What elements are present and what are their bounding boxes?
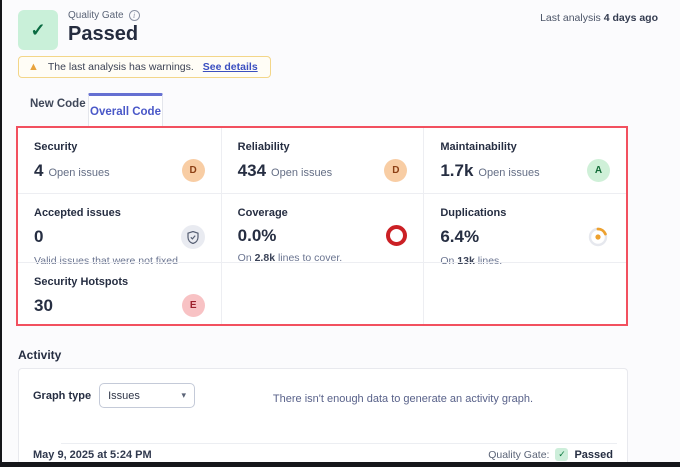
- last-analysis: Last analysis 4 days ago: [540, 12, 658, 24]
- metric-accepted-issues[interactable]: Accepted issues 0 Valid issues that were…: [18, 193, 221, 267]
- empty-cell: [220, 262, 424, 324]
- metric-value: 1.7k: [440, 160, 474, 180]
- shield-icon: [180, 225, 205, 249]
- activity-card: Graph type Issues ▾ There isn't enough d…: [18, 368, 628, 467]
- metric-note: On 13k lines.: [440, 255, 503, 267]
- passed-check-icon: ✓: [555, 448, 569, 461]
- tab-overall-code[interactable]: Overall Code: [88, 93, 163, 127]
- metric-unit: Open issues: [271, 166, 333, 179]
- quality-gate-status-icon: ✓: [18, 10, 58, 50]
- warning-banner: ▲ The last analysis has warnings. See de…: [18, 56, 271, 78]
- activity-entry-row[interactable]: May 9, 2025 at 5:24 PM Quality Gate: ✓ P…: [33, 448, 613, 461]
- activity-empty-message: There isn't enough data to generate an a…: [272, 393, 534, 405]
- graph-type-select[interactable]: Issues ▾: [99, 383, 196, 408]
- overall-code-metrics-panel: Security 4 Open issues D Reliability 434…: [16, 126, 628, 326]
- tab-new-code[interactable]: New Code: [30, 98, 86, 110]
- info-icon[interactable]: i: [128, 10, 140, 21]
- metric-value: 6.4%: [440, 227, 480, 246]
- graph-type-label: Graph type: [33, 389, 92, 402]
- metric-note: On 2.8k lines to cover.: [237, 252, 343, 264]
- warning-icon: ▲: [28, 60, 39, 73]
- entry-quality-gate-status: Passed: [574, 448, 613, 461]
- duplication-donut-icon: [586, 225, 610, 249]
- entry-quality-gate-label: Quality Gate:: [488, 448, 550, 461]
- metric-label: Security: [34, 141, 78, 153]
- rating-badge-security: D: [181, 159, 205, 182]
- rating-badge-security-hotspots: E: [181, 294, 205, 317]
- empty-cell: [423, 262, 626, 324]
- metric-label: Security Hotspots: [34, 276, 129, 288]
- activity-entry-date: May 9, 2025 at 5:24 PM: [33, 448, 152, 461]
- divider: [61, 443, 617, 444]
- screenshot-bottom-edge: [0, 462, 680, 467]
- metric-label: Maintainability: [440, 141, 517, 153]
- metric-security-hotspots[interactable]: Security Hotspots 30 E: [18, 262, 221, 324]
- quality-gate-label: Quality Gate: [68, 10, 124, 21]
- metric-value: 434: [237, 160, 267, 180]
- chevron-down-icon: ▾: [181, 390, 187, 400]
- activity-title: Activity: [18, 348, 62, 362]
- graph-type-value: Issues: [108, 389, 140, 402]
- rating-badge-reliability: D: [384, 159, 408, 182]
- last-analysis-label: Last analysis: [540, 12, 601, 24]
- metric-value: 0: [34, 227, 44, 246]
- metric-value: 0.0%: [237, 225, 277, 245]
- coverage-ring-icon: [386, 225, 408, 246]
- metric-value: 4: [34, 160, 44, 180]
- metric-label: Coverage: [237, 207, 288, 219]
- metric-label: Accepted issues: [34, 207, 121, 219]
- metric-security[interactable]: Security 4 Open issues D: [18, 128, 221, 193]
- last-analysis-value: 4 days ago: [603, 12, 658, 24]
- metric-coverage[interactable]: Coverage 0.0% On 2.8k lines to cover.: [220, 193, 424, 264]
- metric-label: Reliability: [237, 141, 290, 153]
- metric-unit: Open issues: [48, 166, 110, 179]
- metric-note: Valid issues that were not fixed: [34, 255, 178, 267]
- quality-gate-status: Passed: [68, 23, 139, 45]
- check-icon: ✓: [30, 19, 46, 40]
- metric-value: 30: [34, 295, 53, 315]
- metric-maintainability[interactable]: Maintainability 1.7k Open issues A: [423, 128, 626, 193]
- metric-label: Duplications: [440, 207, 507, 219]
- metric-reliability[interactable]: Reliability 434 Open issues D: [220, 128, 424, 193]
- metric-unit: Open issues: [478, 166, 540, 179]
- warning-text: The last analysis has warnings.: [47, 61, 194, 73]
- metric-duplications[interactable]: Duplications 6.4% On 13k lines.: [423, 193, 626, 267]
- screenshot-left-edge: [0, 0, 2, 462]
- rating-badge-maintainability: A: [587, 159, 610, 182]
- see-details-link[interactable]: See details: [202, 61, 258, 73]
